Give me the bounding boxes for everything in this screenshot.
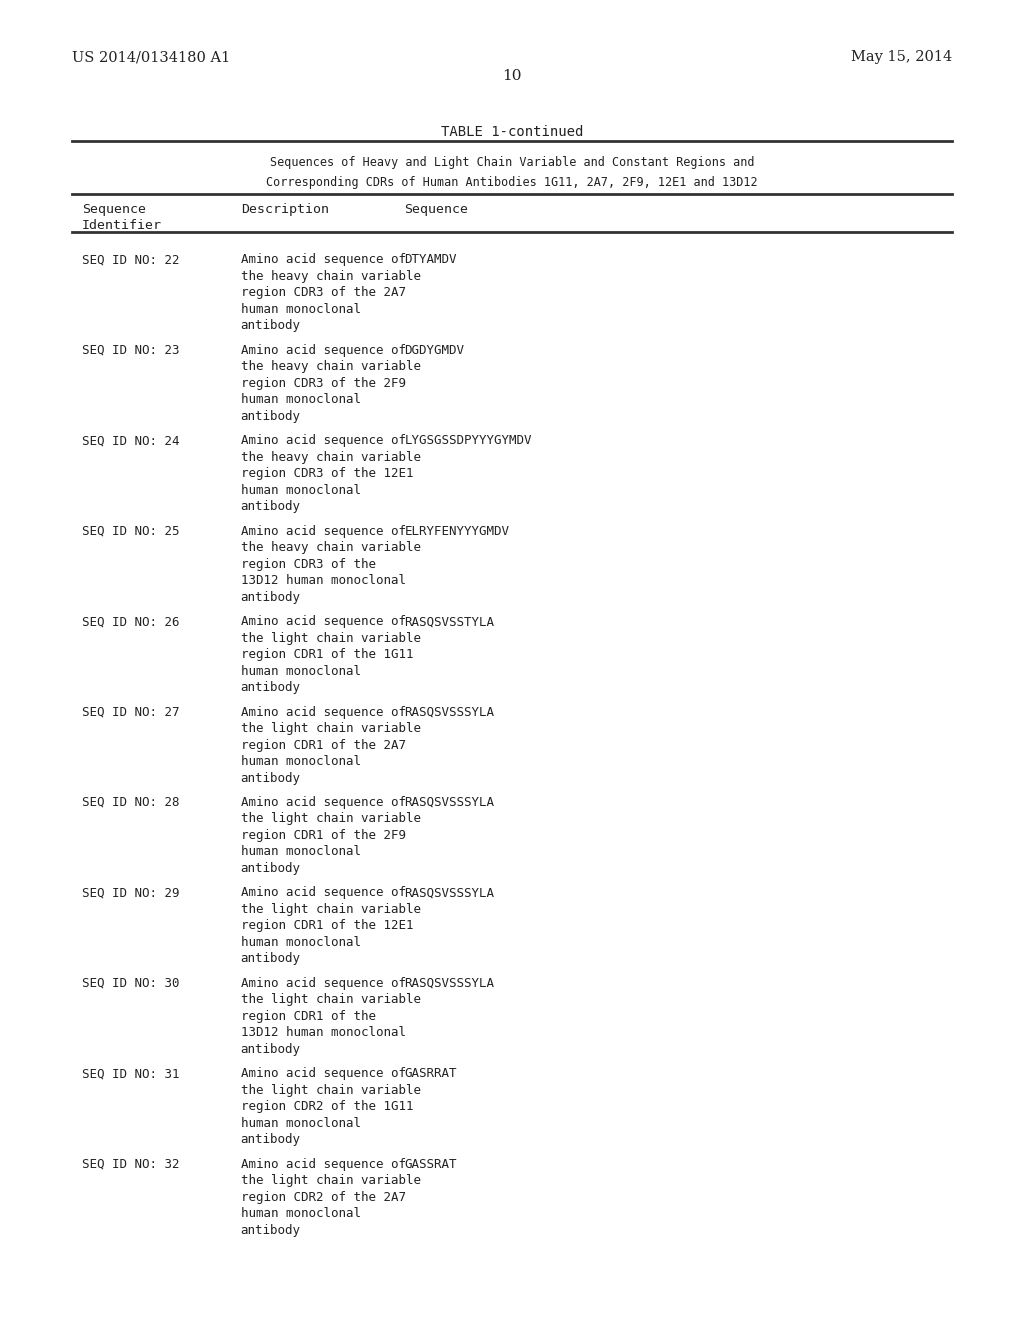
Text: region CDR3 of the 2F9: region CDR3 of the 2F9 — [241, 378, 406, 389]
Text: Amino acid sequence of: Amino acid sequence of — [241, 705, 406, 718]
Text: antibody: antibody — [241, 1224, 301, 1237]
Text: human monoclonal: human monoclonal — [241, 664, 360, 677]
Text: region CDR2 of the 2A7: region CDR2 of the 2A7 — [241, 1191, 406, 1204]
Text: RASQSVSSSYLA: RASQSVSSSYLA — [404, 977, 495, 990]
Text: DGDYGMDV: DGDYGMDV — [404, 343, 465, 356]
Text: region CDR2 of the 1G11: region CDR2 of the 1G11 — [241, 1101, 413, 1113]
Text: region CDR3 of the: region CDR3 of the — [241, 557, 376, 570]
Text: the heavy chain variable: the heavy chain variable — [241, 541, 421, 554]
Text: LYGSGSSDPYYYGYMDV: LYGSGSSDPYYYGYMDV — [404, 434, 532, 447]
Text: antibody: antibody — [241, 591, 301, 603]
Text: Amino acid sequence of: Amino acid sequence of — [241, 887, 406, 899]
Text: SEQ ID NO: 32: SEQ ID NO: 32 — [82, 1158, 179, 1171]
Text: Amino acid sequence of: Amino acid sequence of — [241, 434, 406, 447]
Text: region CDR3 of the 2A7: region CDR3 of the 2A7 — [241, 286, 406, 300]
Text: human monoclonal: human monoclonal — [241, 483, 360, 496]
Text: the light chain variable: the light chain variable — [241, 1084, 421, 1097]
Text: region CDR3 of the 12E1: region CDR3 of the 12E1 — [241, 467, 413, 480]
Text: GASSRAT: GASSRAT — [404, 1158, 457, 1171]
Text: Description: Description — [241, 203, 329, 216]
Text: the light chain variable: the light chain variable — [241, 631, 421, 644]
Text: the light chain variable: the light chain variable — [241, 1175, 421, 1187]
Text: antibody: antibody — [241, 681, 301, 694]
Text: human monoclonal: human monoclonal — [241, 755, 360, 768]
Text: human monoclonal: human monoclonal — [241, 302, 360, 315]
Text: Amino acid sequence of: Amino acid sequence of — [241, 524, 406, 537]
Text: the light chain variable: the light chain variable — [241, 812, 421, 825]
Text: region CDR1 of the 1G11: region CDR1 of the 1G11 — [241, 648, 413, 661]
Text: May 15, 2014: May 15, 2014 — [851, 50, 952, 65]
Text: SEQ ID NO: 26: SEQ ID NO: 26 — [82, 615, 179, 628]
Text: antibody: antibody — [241, 862, 301, 875]
Text: antibody: antibody — [241, 1043, 301, 1056]
Text: human monoclonal: human monoclonal — [241, 845, 360, 858]
Text: antibody: antibody — [241, 953, 301, 965]
Text: antibody: antibody — [241, 1133, 301, 1146]
Text: SEQ ID NO: 29: SEQ ID NO: 29 — [82, 887, 179, 899]
Text: Sequences of Heavy and Light Chain Variable and Constant Regions and: Sequences of Heavy and Light Chain Varia… — [269, 156, 755, 169]
Text: Amino acid sequence of: Amino acid sequence of — [241, 796, 406, 809]
Text: region CDR1 of the 2F9: region CDR1 of the 2F9 — [241, 829, 406, 842]
Text: RASQSVSSSYLA: RASQSVSSSYLA — [404, 705, 495, 718]
Text: antibody: antibody — [241, 409, 301, 422]
Text: the light chain variable: the light chain variable — [241, 722, 421, 735]
Text: RASQSVSSTYLA: RASQSVSSTYLA — [404, 615, 495, 628]
Text: US 2014/0134180 A1: US 2014/0134180 A1 — [72, 50, 230, 65]
Text: the light chain variable: the light chain variable — [241, 993, 421, 1006]
Text: Sequence: Sequence — [404, 203, 469, 216]
Text: SEQ ID NO: 30: SEQ ID NO: 30 — [82, 977, 179, 990]
Text: GASRRAT: GASRRAT — [404, 1067, 457, 1080]
Text: human monoclonal: human monoclonal — [241, 1117, 360, 1130]
Text: 10: 10 — [502, 69, 522, 83]
Text: region CDR1 of the: region CDR1 of the — [241, 1010, 376, 1023]
Text: RASQSVSSSYLA: RASQSVSSSYLA — [404, 796, 495, 809]
Text: Amino acid sequence of: Amino acid sequence of — [241, 1158, 406, 1171]
Text: TABLE 1-continued: TABLE 1-continued — [440, 125, 584, 140]
Text: Sequence
Identifier: Sequence Identifier — [82, 203, 162, 232]
Text: antibody: antibody — [241, 319, 301, 333]
Text: antibody: antibody — [241, 500, 301, 513]
Text: SEQ ID NO: 31: SEQ ID NO: 31 — [82, 1067, 179, 1080]
Text: the heavy chain variable: the heavy chain variable — [241, 269, 421, 282]
Text: SEQ ID NO: 28: SEQ ID NO: 28 — [82, 796, 179, 809]
Text: region CDR1 of the 2A7: region CDR1 of the 2A7 — [241, 739, 406, 751]
Text: the light chain variable: the light chain variable — [241, 903, 421, 916]
Text: the heavy chain variable: the heavy chain variable — [241, 450, 421, 463]
Text: human monoclonal: human monoclonal — [241, 936, 360, 949]
Text: SEQ ID NO: 25: SEQ ID NO: 25 — [82, 524, 179, 537]
Text: human monoclonal: human monoclonal — [241, 393, 360, 407]
Text: DTYAMDV: DTYAMDV — [404, 253, 457, 267]
Text: antibody: antibody — [241, 771, 301, 784]
Text: Corresponding CDRs of Human Antibodies 1G11, 2A7, 2F9, 12E1 and 13D12: Corresponding CDRs of Human Antibodies 1… — [266, 176, 758, 189]
Text: SEQ ID NO: 23: SEQ ID NO: 23 — [82, 343, 179, 356]
Text: SEQ ID NO: 24: SEQ ID NO: 24 — [82, 434, 179, 447]
Text: the heavy chain variable: the heavy chain variable — [241, 360, 421, 374]
Text: SEQ ID NO: 22: SEQ ID NO: 22 — [82, 253, 179, 267]
Text: RASQSVSSSYLA: RASQSVSSSYLA — [404, 887, 495, 899]
Text: ELRYFENYYYGMDV: ELRYFENYYYGMDV — [404, 524, 510, 537]
Text: human monoclonal: human monoclonal — [241, 1206, 360, 1220]
Text: Amino acid sequence of: Amino acid sequence of — [241, 977, 406, 990]
Text: Amino acid sequence of: Amino acid sequence of — [241, 343, 406, 356]
Text: region CDR1 of the 12E1: region CDR1 of the 12E1 — [241, 919, 413, 932]
Text: Amino acid sequence of: Amino acid sequence of — [241, 615, 406, 628]
Text: Amino acid sequence of: Amino acid sequence of — [241, 253, 406, 267]
Text: SEQ ID NO: 27: SEQ ID NO: 27 — [82, 705, 179, 718]
Text: 13D12 human monoclonal: 13D12 human monoclonal — [241, 574, 406, 587]
Text: 13D12 human monoclonal: 13D12 human monoclonal — [241, 1027, 406, 1039]
Text: Amino acid sequence of: Amino acid sequence of — [241, 1067, 406, 1080]
